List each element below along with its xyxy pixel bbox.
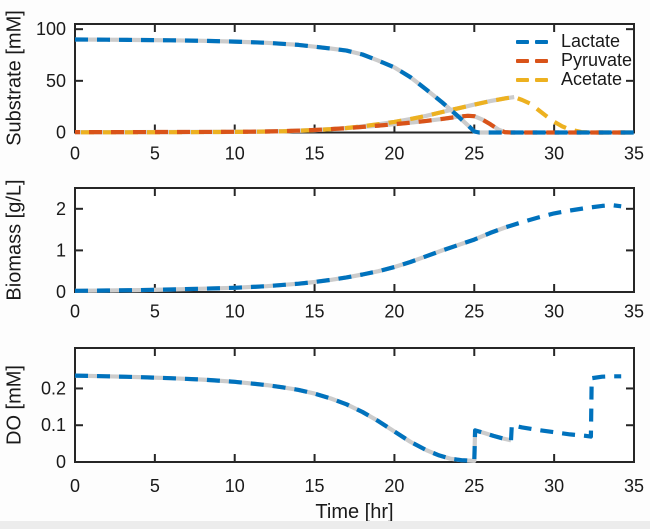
x-tick-label: 0 [70, 144, 80, 164]
x-tick-label: 10 [225, 144, 245, 164]
y-tick-label: 50 [46, 71, 66, 91]
x-tick-label: 20 [384, 144, 404, 164]
y-tick-label: 0 [56, 282, 66, 302]
legend-label-lactate: Lactate [561, 31, 621, 51]
y-tick-label: 0 [56, 123, 66, 143]
legend-item-acetate: Acetate [516, 70, 632, 89]
legend: Lactate Pyruvate Acetate [516, 32, 632, 89]
y-tick-label: 0.2 [41, 378, 66, 398]
x-tick-label: 5 [150, 302, 160, 322]
x-tick-label: 15 [305, 476, 325, 496]
axes-box [74, 347, 635, 463]
y-tick-label: 0 [56, 452, 66, 472]
y-tick-label: 0.1 [41, 415, 66, 435]
x-tick-label: 0 [70, 302, 80, 322]
series-line-lactate [74, 37, 634, 135]
x-tick-label: 20 [384, 302, 404, 322]
x-tick-label: 30 [544, 144, 564, 164]
x-tick-label: 30 [544, 302, 564, 322]
x-tick-label: 25 [464, 144, 484, 164]
x-tick-label: 15 [305, 302, 325, 322]
legend-line-sample-lactate [516, 39, 553, 44]
series-line-biomass [74, 203, 622, 293]
x-tick-label: 5 [150, 476, 160, 496]
x-tick-label: 25 [464, 302, 484, 322]
x-tick-label: 10 [225, 302, 245, 322]
x-axis-label-time: Time [hr] [315, 501, 394, 523]
x-tick-label: 30 [544, 476, 564, 496]
x-tick-label: 35 [624, 476, 644, 496]
y-axis-label-biomass: Biomass [g/L] [3, 179, 26, 301]
legend-item-lactate: Lactate [516, 32, 632, 51]
x-tick-label: 35 [624, 302, 644, 322]
y-tick-label: 100 [36, 19, 66, 39]
legend-line-sample-acetate [516, 77, 553, 82]
legend-item-pyruvate: Pyruvate [516, 51, 632, 70]
series-line-do [74, 373, 622, 463]
y-axis-label-do: DO [mM] [3, 365, 26, 445]
x-tick-label: 5 [150, 144, 160, 164]
legend-label-pyruvate: Pyruvate [561, 50, 633, 70]
x-tick-label: 10 [225, 476, 245, 496]
series-line-pyruvate [75, 113, 634, 135]
x-tick-label: 25 [464, 476, 484, 496]
y-axis-label-substrate: Substrate [mM] [3, 10, 26, 146]
legend-line-sample-pyruvate [516, 58, 553, 63]
y-tick-label: 2 [56, 199, 66, 219]
bottom-margin-band [0, 521, 650, 529]
y-tick-label: 1 [56, 240, 66, 260]
x-tick-label: 20 [384, 476, 404, 496]
x-tick-label: 0 [70, 476, 80, 496]
legend-label-acetate: Acetate [561, 69, 623, 89]
x-tick-label: 35 [624, 144, 644, 164]
x-tick-label: 15 [305, 144, 325, 164]
